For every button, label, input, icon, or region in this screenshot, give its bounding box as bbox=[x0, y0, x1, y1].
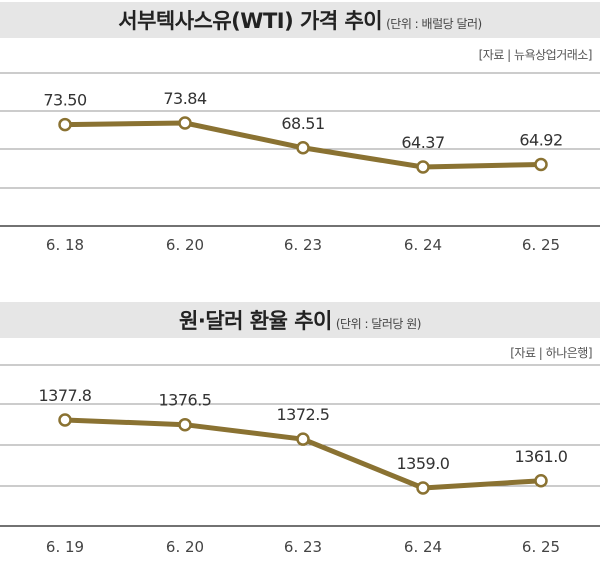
chart1-x-tick-label: 6. 18 bbox=[46, 236, 84, 254]
chart2-data-label: 1361.0 bbox=[515, 447, 568, 466]
chart1-point bbox=[296, 141, 310, 155]
chart2-point bbox=[534, 474, 548, 488]
chart2-series-line bbox=[64, 417, 542, 491]
chart1-title-bar: 서부텍사스유(WTI) 가격 추이 (단위 : 배럴당 달러) bbox=[0, 2, 600, 38]
chart2-x-tick-label: 6. 19 bbox=[46, 538, 84, 556]
chart2-title-bar: 원·달러 환율 추이 (단위 : 달러당 원) bbox=[0, 302, 600, 338]
chart1-data-label: 68.51 bbox=[281, 114, 324, 133]
chart2-x-tick-label: 6. 24 bbox=[404, 538, 442, 556]
chart2-point bbox=[58, 413, 72, 427]
chart1-unit: (단위 : 배럴당 달러) bbox=[386, 16, 482, 31]
chart1-plot: 73.50 6. 18 73.84 6. 20 68.51 6. 23 64.37 6. 24… bbox=[0, 72, 600, 254]
chart2-plot: 1377.8 6. 19 1376.5 6. 20 1372.5 6. 23 1359.0 6… bbox=[0, 364, 600, 556]
chart2-point bbox=[296, 432, 310, 446]
chart2-unit: (단위 : 달러당 원) bbox=[335, 316, 422, 331]
chart2-x-tick-label: 6. 23 bbox=[284, 538, 322, 556]
chart1-data-label: 64.92 bbox=[519, 130, 562, 149]
chart2-data-label: 1359.0 bbox=[397, 454, 450, 473]
chart1-title: 서부텍사스유(WTI) 가격 추이 bbox=[118, 9, 383, 33]
chart1-point bbox=[534, 157, 548, 172]
chart1-data-label: 73.84 bbox=[163, 89, 207, 108]
chart1-data-label: 73.50 bbox=[43, 91, 87, 110]
chart2-data-label: 1376.5 bbox=[159, 391, 212, 410]
chart1-x-tick-label: 6. 20 bbox=[166, 236, 204, 254]
chart2-x-tick-label: 6. 20 bbox=[166, 538, 204, 556]
chart2-x-tick-label: 6. 25 bbox=[522, 538, 560, 556]
chart2-point bbox=[416, 481, 430, 495]
chart2-data-label: 1377.8 bbox=[39, 386, 92, 405]
chart2-data-label: 1372.5 bbox=[277, 405, 330, 424]
chart2-title: 원·달러 환율 추이 bbox=[179, 309, 332, 333]
chart2-point bbox=[178, 417, 192, 432]
chart1-point bbox=[178, 116, 192, 130]
chart1-x-tick-label: 6. 25 bbox=[522, 236, 560, 254]
chart1-x-tick-label: 6. 24 bbox=[404, 236, 442, 254]
chart1-data-label: 64.37 bbox=[401, 133, 444, 152]
chart1-source: [자료 | 뉴욕상업거래소] bbox=[478, 48, 593, 62]
chart1-point bbox=[58, 117, 72, 132]
chart1-x-tick-label: 6. 23 bbox=[284, 236, 322, 254]
chart1-point bbox=[416, 160, 430, 174]
chart2-source: [자료 | 하나은행] bbox=[510, 346, 592, 360]
